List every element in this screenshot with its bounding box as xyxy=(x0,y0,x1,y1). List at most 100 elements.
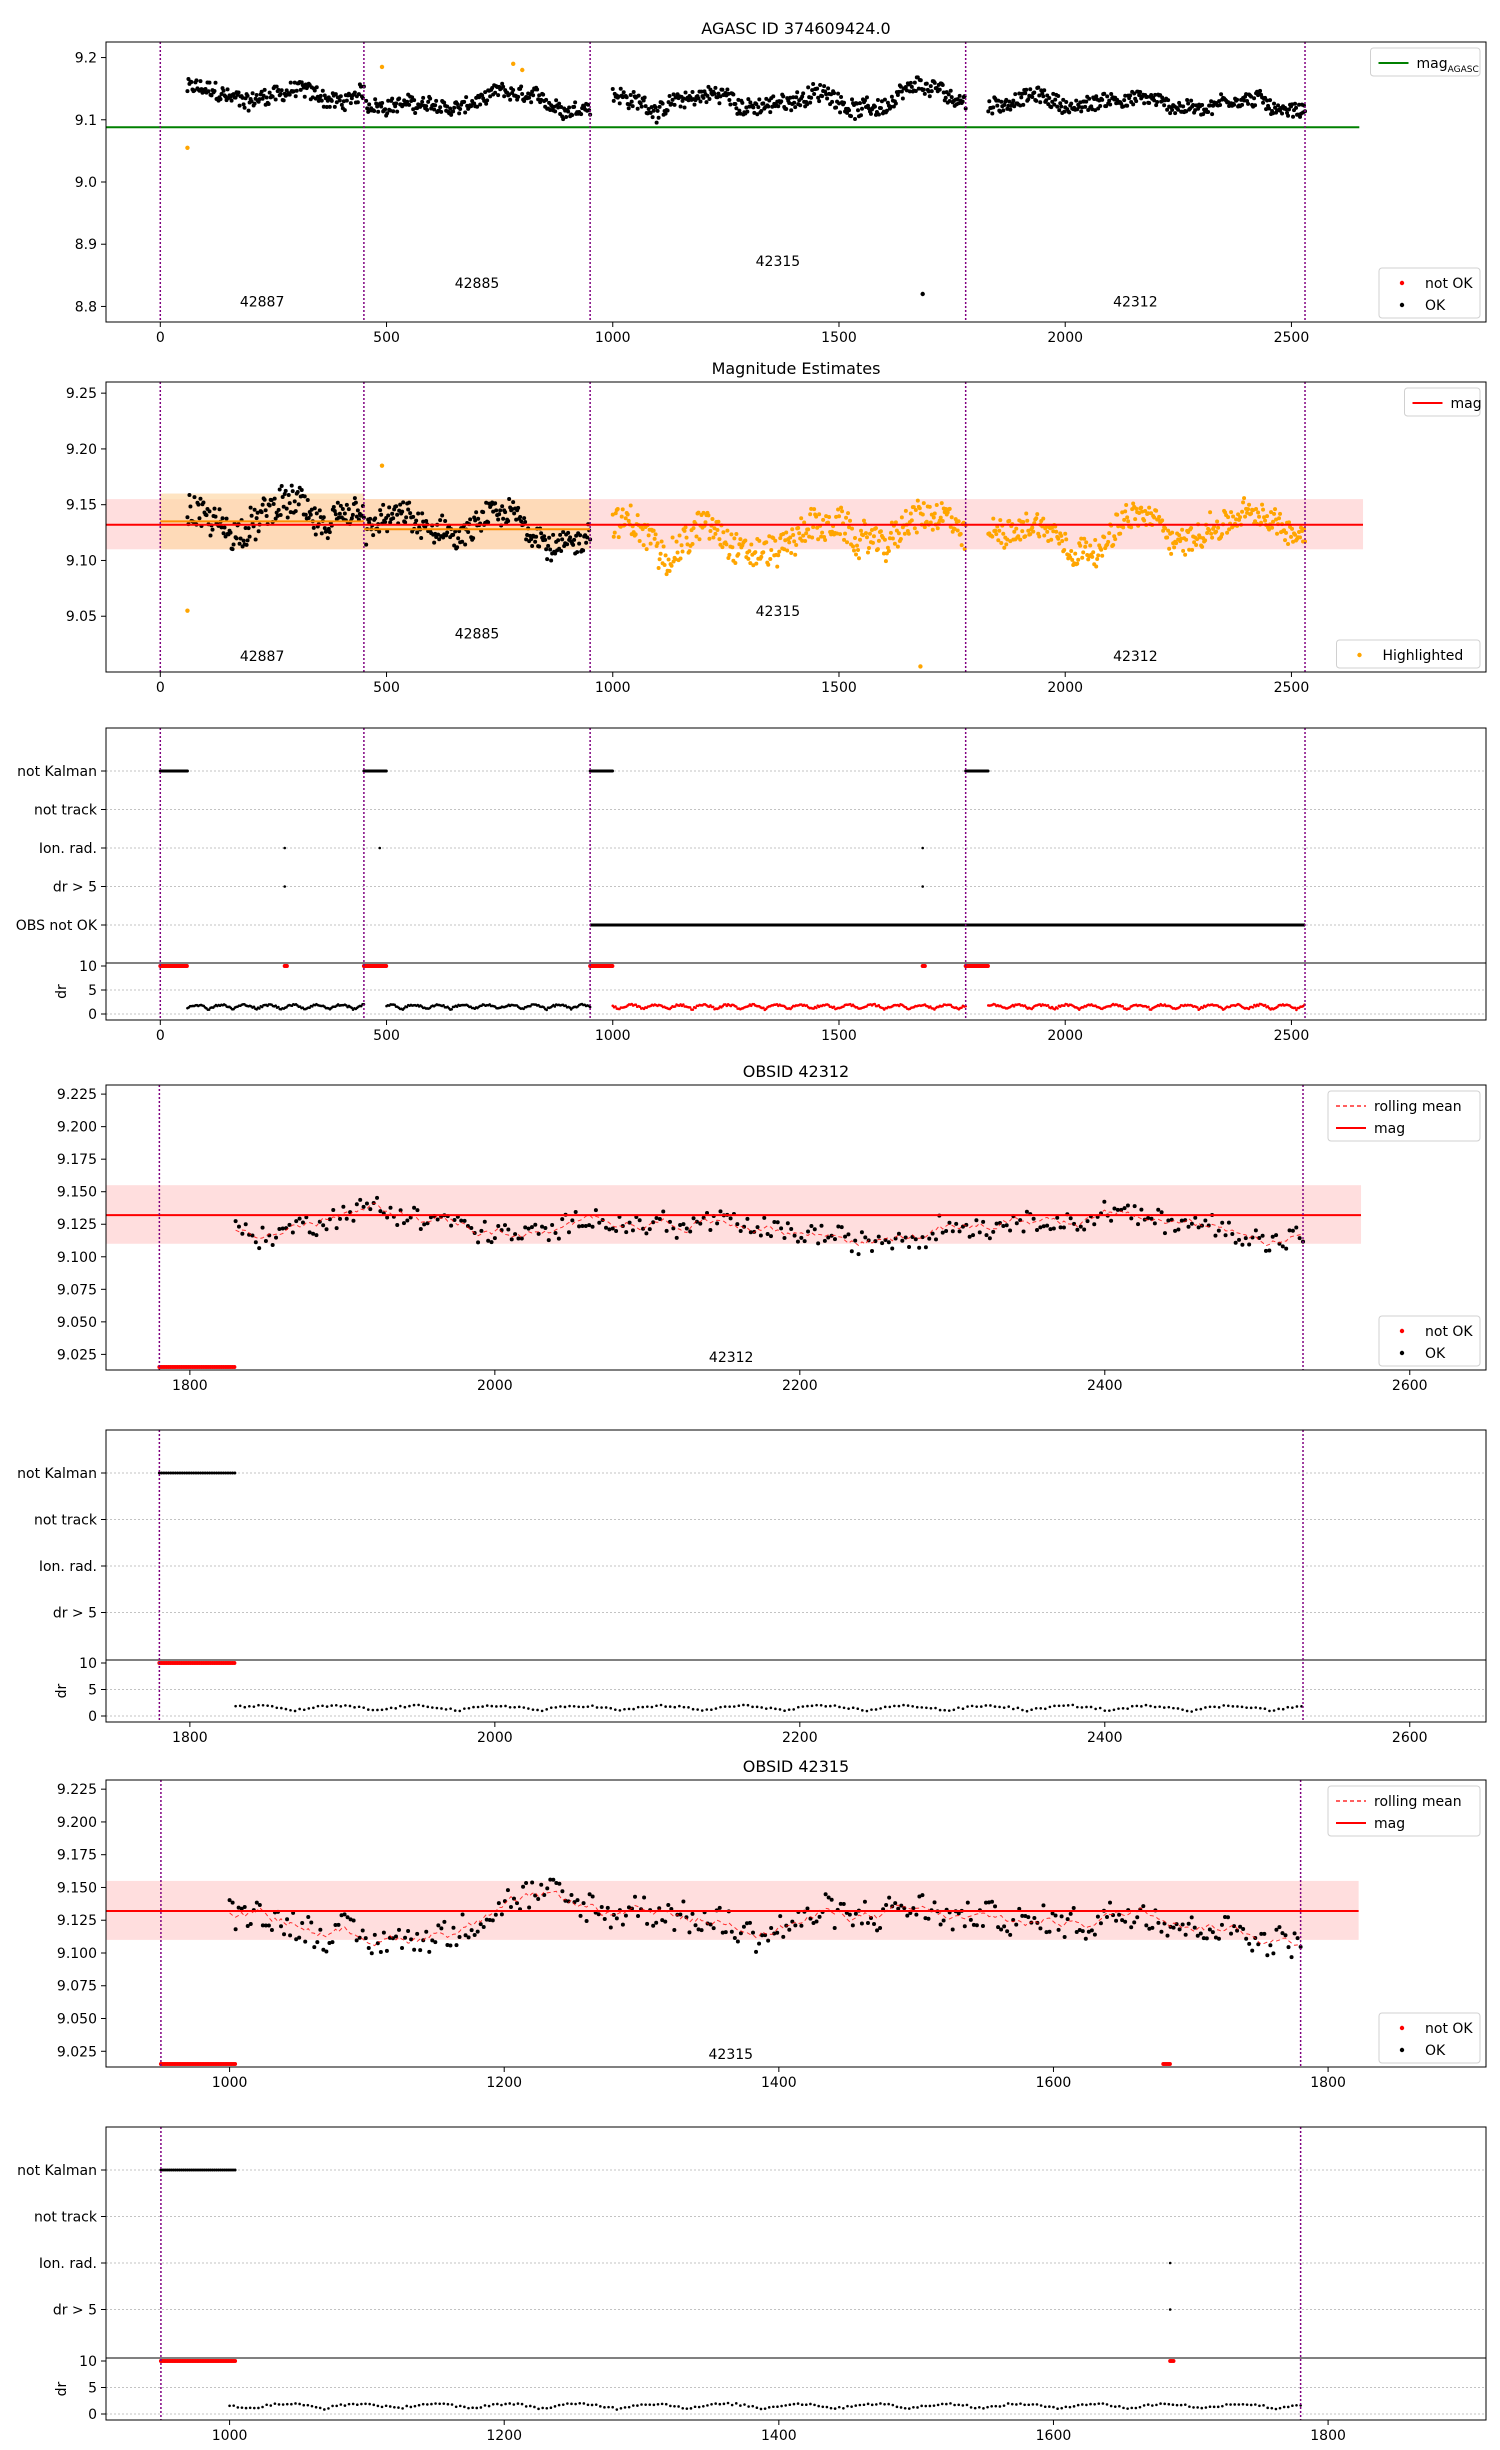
data-point xyxy=(999,1927,1004,1932)
data-point xyxy=(625,512,630,517)
data-point xyxy=(819,1223,824,1228)
data-point xyxy=(1132,1920,1137,1925)
not-kalman-marker xyxy=(212,2168,216,2172)
dr-point xyxy=(1286,1705,1290,1709)
data-point xyxy=(706,513,711,518)
dr-point xyxy=(722,2402,726,2406)
data-point xyxy=(539,97,544,102)
data-point xyxy=(264,513,269,518)
data-point xyxy=(611,98,616,103)
dr-point xyxy=(357,1705,361,1709)
dr-point xyxy=(467,1706,471,1710)
not-kalman-marker xyxy=(227,2168,231,2172)
data-point xyxy=(192,495,197,500)
data-point xyxy=(536,1896,541,1901)
data-point xyxy=(666,557,671,562)
data-point xyxy=(1213,1233,1218,1238)
dr-point xyxy=(1117,1707,1120,1710)
data-point xyxy=(610,512,615,517)
data-point xyxy=(1014,1221,1019,1226)
data-point xyxy=(733,101,738,106)
dr-tick-label: 5 xyxy=(88,1683,97,1699)
data-point xyxy=(542,534,547,539)
dr-point xyxy=(603,2406,606,2409)
data-point xyxy=(585,535,590,540)
legend-marker xyxy=(1357,652,1362,658)
data-point xyxy=(1020,1913,1025,1918)
dr-point xyxy=(943,1708,946,1712)
dr-point xyxy=(495,1705,498,1708)
data-point xyxy=(514,517,519,522)
data-point xyxy=(647,1227,652,1232)
data-point xyxy=(185,515,190,520)
dr-point xyxy=(1247,1007,1251,1011)
dr-point xyxy=(751,2404,755,2408)
data-point xyxy=(1198,535,1203,540)
data-point xyxy=(312,1945,317,1950)
dr-point xyxy=(453,1709,457,1712)
data-point xyxy=(287,1222,292,1227)
data-point xyxy=(341,1204,346,1209)
dr-point xyxy=(1158,1705,1161,1708)
legend-marker xyxy=(1399,2025,1405,2031)
data-point xyxy=(849,1249,854,1254)
data-point xyxy=(445,1942,450,1947)
data-point xyxy=(1038,1926,1043,1931)
data-point xyxy=(1173,1228,1178,1233)
dr-point xyxy=(435,1706,439,1710)
not-kalman-marker xyxy=(194,1471,198,1475)
data-point xyxy=(732,536,737,541)
data-point xyxy=(817,1914,822,1919)
dr-point xyxy=(372,2403,376,2407)
data-point xyxy=(1091,550,1096,555)
data-point xyxy=(252,101,257,106)
dr-axis-label: dr xyxy=(54,1683,70,1698)
not-kalman-marker xyxy=(180,2168,184,2172)
dr-point xyxy=(1057,1704,1061,1708)
data-point xyxy=(699,1928,704,1933)
data-point xyxy=(927,94,932,99)
dr-point xyxy=(248,1704,251,1708)
dr-point xyxy=(1147,1005,1150,1009)
data-point xyxy=(1165,1933,1170,1938)
data-point xyxy=(381,502,386,507)
not-kalman-marker xyxy=(215,1471,219,1475)
data-point xyxy=(817,99,822,104)
dr-point xyxy=(706,2404,709,2407)
data-point xyxy=(1176,1227,1181,1232)
plot-area: 42315 xyxy=(106,1780,1359,2067)
legend-label: OK xyxy=(1425,1346,1446,1362)
data-point xyxy=(682,528,687,533)
data-point xyxy=(1025,518,1030,523)
data-point xyxy=(371,533,376,538)
legend-label: mag xyxy=(1374,1816,1405,1832)
dr-point xyxy=(949,1003,953,1007)
dr-point xyxy=(590,2403,594,2407)
data-point xyxy=(1074,1930,1079,1935)
data-point xyxy=(746,97,751,102)
data-point xyxy=(790,527,795,532)
data-point xyxy=(859,1230,864,1235)
data-point xyxy=(501,84,506,89)
dr-point xyxy=(912,2405,915,2409)
dr-point xyxy=(1046,1003,1050,1007)
data-point xyxy=(628,503,633,508)
not-kalman-marker xyxy=(212,1471,216,1475)
dr-point xyxy=(842,2406,845,2410)
dr-point xyxy=(978,2405,981,2409)
dr-point xyxy=(261,1703,265,1707)
data-point xyxy=(789,1227,794,1232)
data-point xyxy=(816,95,821,100)
data-point xyxy=(220,516,225,521)
data-point xyxy=(449,1223,454,1228)
dr-point xyxy=(687,1706,690,1709)
data-point xyxy=(1200,103,1205,108)
obsid-label: 42312 xyxy=(709,1350,754,1366)
dr-point xyxy=(928,2404,932,2408)
dr-point xyxy=(1159,2402,1162,2405)
dr-point xyxy=(865,1709,869,1713)
data-point xyxy=(1271,111,1276,116)
dr-point xyxy=(307,1707,311,1710)
data-point xyxy=(233,1927,238,1932)
